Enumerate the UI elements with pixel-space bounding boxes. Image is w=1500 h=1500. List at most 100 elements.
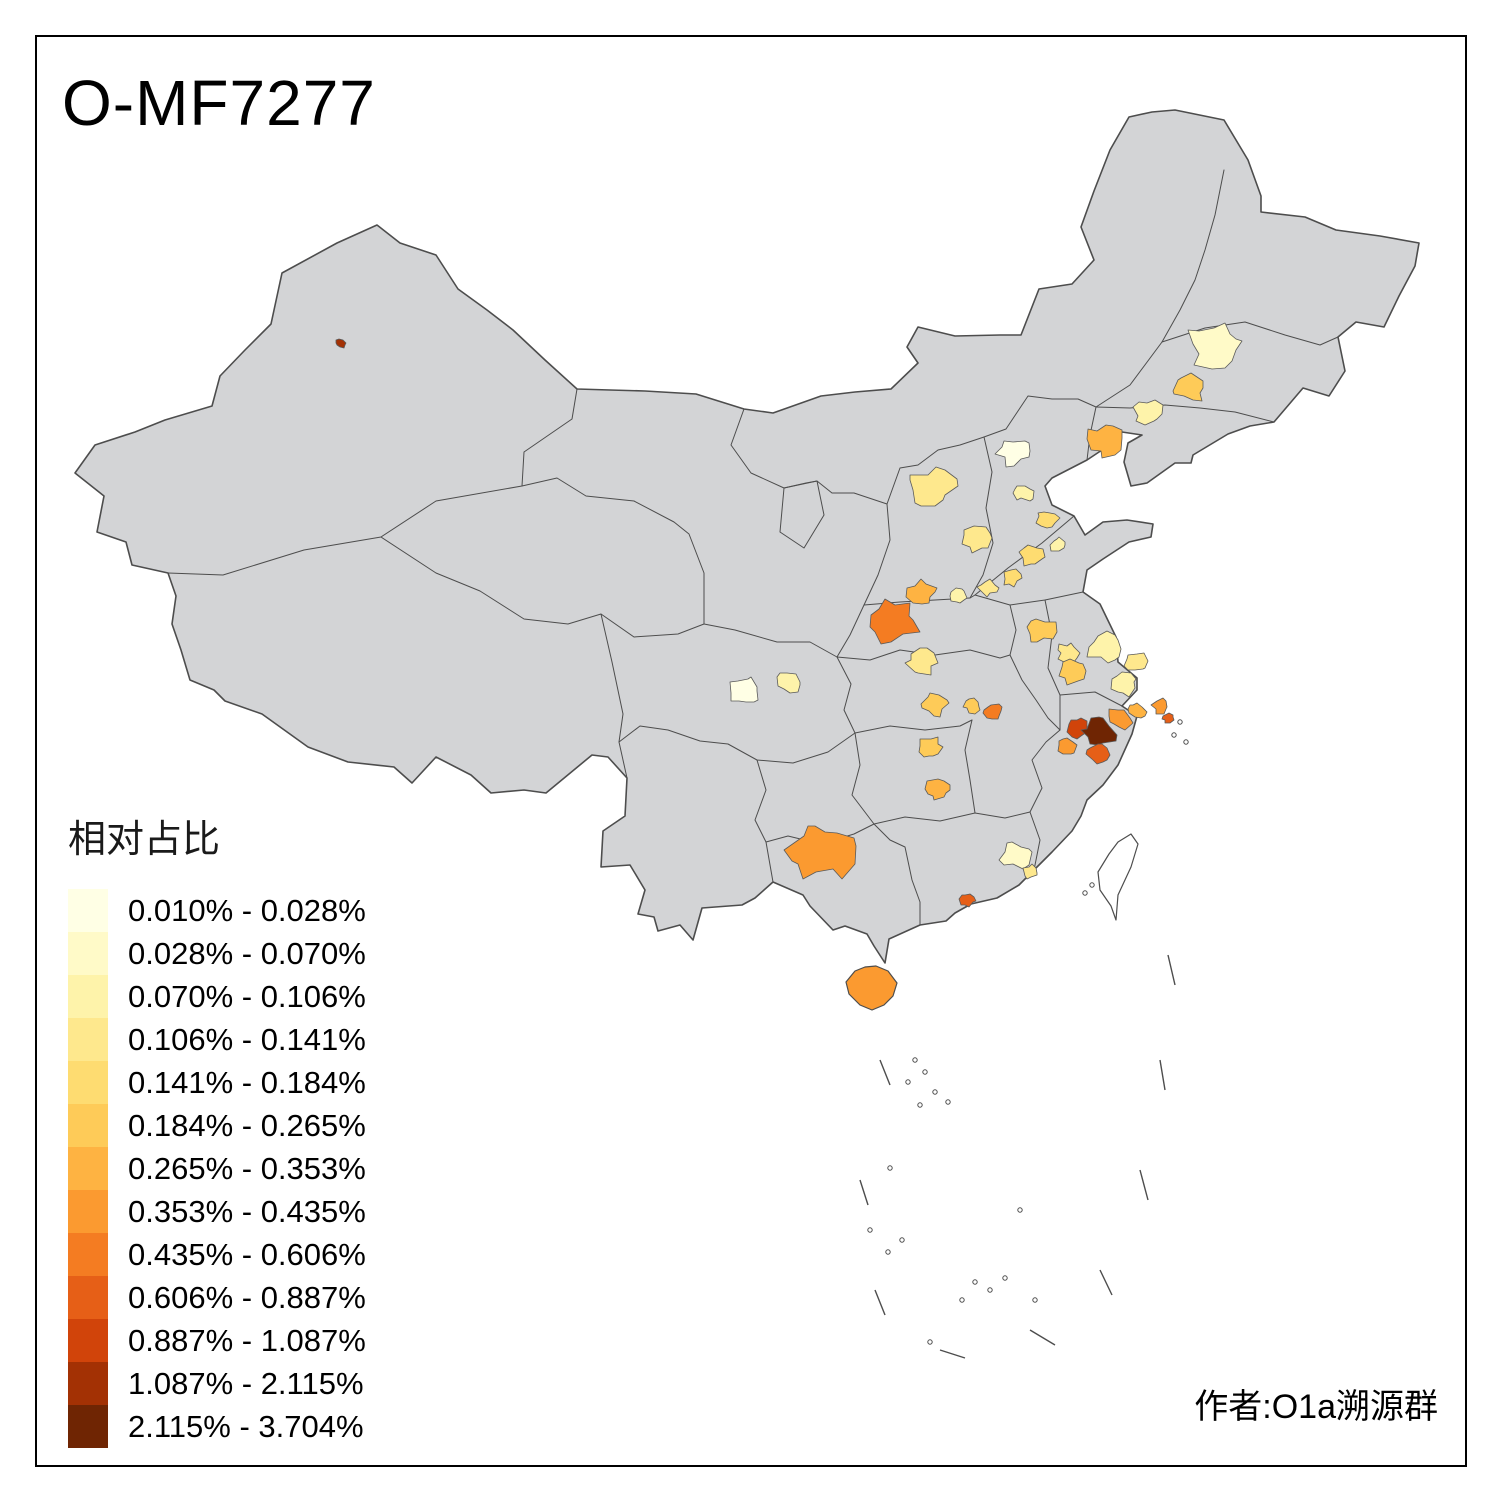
- sea-boundary-dash: [1139, 1169, 1149, 1201]
- province-border: [779, 480, 825, 549]
- legend-label: 0.887% - 1.087%: [128, 1322, 366, 1358]
- sea-islet: [927, 1339, 933, 1345]
- prefecture-region-r8: [909, 466, 959, 507]
- legend-label: 0.028% - 0.070%: [128, 935, 366, 971]
- legend: 相对占比 0.010% - 0.028% 0.028% - 0.070% 0.070…: [68, 808, 366, 1448]
- prefecture-region-r35: [958, 893, 977, 908]
- prefecture-region-r27: [982, 703, 1003, 720]
- legend-row: 2.115% - 3.704%: [68, 1405, 366, 1448]
- legend-swatch: [68, 1405, 108, 1448]
- prefecture-region-r20: [1086, 630, 1122, 664]
- legend-swatch: [68, 1147, 108, 1190]
- province-border: [873, 811, 1031, 825]
- prefecture-region-r13: [905, 578, 938, 605]
- legend-label: 2.115% - 3.704%: [128, 1408, 364, 1444]
- province-border: [1161, 321, 1339, 346]
- legend-row: 0.184% - 0.265%: [68, 1104, 366, 1147]
- sea-islet: [867, 1227, 873, 1233]
- sea-islet: [1183, 739, 1189, 745]
- province-border: [1059, 691, 1123, 707]
- province-border: [1095, 169, 1225, 408]
- legend-label: 0.265% - 0.353%: [128, 1150, 366, 1186]
- province-border: [1029, 729, 1061, 813]
- legend-swatch: [68, 1061, 108, 1104]
- sea-boundary-dash: [939, 1349, 966, 1359]
- prefecture-region-r3: [1172, 372, 1204, 402]
- province-border: [380, 536, 628, 779]
- sea-boundary-dash: [1099, 1269, 1113, 1296]
- legend-row: 0.435% - 0.606%: [68, 1233, 366, 1276]
- prefecture-region-r37: [1161, 712, 1175, 724]
- sea-boundary-dash: [859, 1179, 869, 1206]
- prefecture-region-r38: [1066, 717, 1088, 740]
- legend-label: 0.106% - 0.141%: [128, 1021, 366, 1057]
- prefecture-region-r5: [1086, 424, 1123, 459]
- legend-row: 0.010% - 0.028%: [68, 889, 366, 932]
- prefecture-region-r34: [1022, 863, 1038, 880]
- legend-label: 0.184% - 0.265%: [128, 1107, 366, 1143]
- province-border: [1009, 604, 1017, 656]
- legend-swatch: [68, 1233, 108, 1276]
- sea-islet: [972, 1279, 978, 1285]
- prefecture-region-r16: [1003, 568, 1023, 588]
- sea-boundary-dash: [1167, 954, 1176, 986]
- prefecture-region-r41: [1127, 702, 1148, 719]
- sea-islet: [899, 1237, 905, 1243]
- prefecture-region-r4: [1132, 399, 1164, 426]
- sea-islet: [945, 1099, 951, 1105]
- prefecture-region-r2: [1187, 322, 1243, 370]
- legend-row: 0.887% - 1.087%: [68, 1319, 366, 1362]
- legend-row: 1.087% - 2.115%: [68, 1362, 366, 1405]
- sea-islet: [959, 1297, 965, 1303]
- province-border: [1009, 654, 1061, 731]
- legend-row: 0.606% - 0.887%: [68, 1276, 366, 1319]
- prefecture-region-r7: [1012, 485, 1035, 502]
- legend-swatch: [68, 1104, 108, 1147]
- legend-label: 0.435% - 0.606%: [128, 1236, 366, 1272]
- sea-boundary-dash: [874, 1289, 886, 1316]
- prefecture-region-r42: [1085, 743, 1111, 765]
- sea-islet: [887, 1165, 893, 1171]
- province-border: [854, 719, 973, 734]
- province-border: [1029, 811, 1041, 871]
- sea-islet: [1082, 890, 1088, 896]
- prefecture-region-r36: [1150, 697, 1168, 715]
- sea-islet: [1017, 1207, 1023, 1213]
- province-border: [167, 388, 578, 576]
- province-border: [618, 656, 856, 764]
- taiwan-island: [1097, 833, 1139, 921]
- province-border: [974, 591, 1084, 606]
- legend-swatch: [68, 975, 108, 1018]
- sea-boundary-dash: [879, 1059, 891, 1086]
- prefecture-region-r40: [1108, 708, 1134, 731]
- page-title: O-MF7277: [62, 67, 376, 139]
- prefecture-region-r14: [949, 587, 968, 604]
- prefecture-region-r23: [1110, 671, 1137, 698]
- prefecture-region-r24: [904, 647, 939, 676]
- prefecture-region-r17: [869, 598, 921, 645]
- sea-islet: [1177, 719, 1183, 725]
- province-border: [969, 515, 1075, 599]
- sea-islet: [912, 1057, 918, 1063]
- legend-label: 0.070% - 0.106%: [128, 978, 366, 1014]
- province-border: [600, 613, 705, 638]
- legend-row: 0.141% - 0.184%: [68, 1061, 366, 1104]
- legend-swatch: [68, 932, 108, 975]
- prefecture-region-r25: [920, 692, 950, 718]
- prefecture-region-r15: [976, 578, 1000, 598]
- legend-classes: 0.010% - 0.028% 0.028% - 0.070% 0.070% - 0…: [68, 889, 366, 1448]
- province-border: [703, 623, 838, 658]
- legend-label: 0.010% - 0.028%: [128, 892, 366, 928]
- legend-swatch: [68, 1319, 108, 1362]
- legend-title: 相对占比: [68, 819, 221, 861]
- legend-label: 0.353% - 0.435%: [128, 1193, 366, 1229]
- sea-islet: [1171, 732, 1177, 738]
- sea-islet: [885, 1249, 891, 1255]
- legend-label: 1.087% - 2.115%: [128, 1365, 364, 1401]
- legend-row: 0.353% - 0.435%: [68, 1190, 366, 1233]
- prefecture-region-r12: [1049, 536, 1066, 552]
- prefecture-region-r26: [962, 697, 981, 715]
- province-border: [1095, 404, 1275, 423]
